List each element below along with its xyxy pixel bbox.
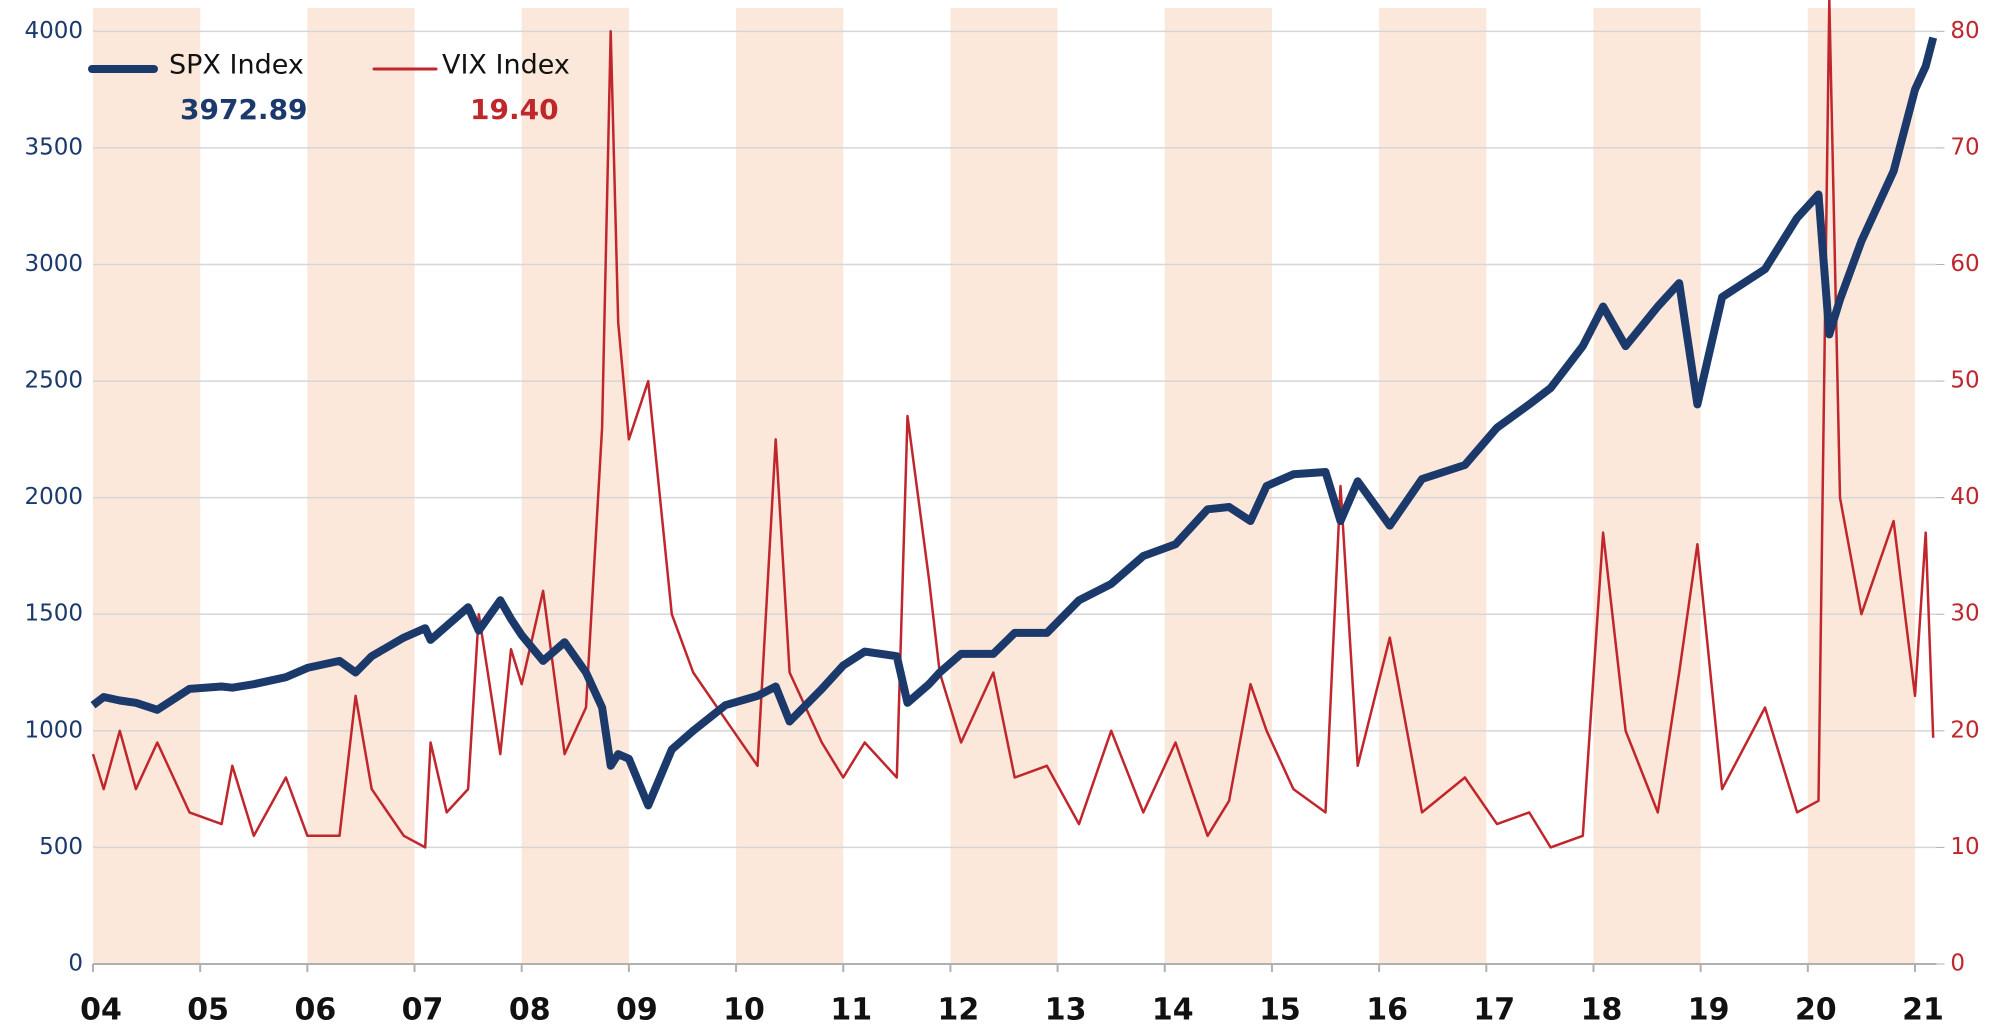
y2-tick-label: 10 xyxy=(1950,834,1979,860)
y-tick-label: 500 xyxy=(39,834,83,860)
x-tick-label: 17 xyxy=(1473,993,1515,1028)
year-shade xyxy=(950,8,1058,964)
x-tick-label: 11 xyxy=(830,993,872,1028)
x-tick-label: 05 xyxy=(187,993,229,1028)
x-tick-label: 07 xyxy=(402,993,444,1028)
series-line xyxy=(90,36,1938,810)
year-shade xyxy=(307,8,415,964)
y2-tick-label: 80 xyxy=(1950,18,1979,44)
x-tick-label: 12 xyxy=(938,993,980,1028)
y-tick-label: 3500 xyxy=(24,134,83,160)
y-tick-label: 3000 xyxy=(24,251,83,277)
y-tick-label: 2500 xyxy=(24,368,83,394)
x-tick-label: 10 xyxy=(723,993,765,1028)
x-tick-label: 04 xyxy=(80,993,122,1028)
y-tick-label: 2000 xyxy=(24,484,83,510)
year-shade xyxy=(1164,8,1272,964)
year-shade xyxy=(736,8,844,964)
x-tick-label: 20 xyxy=(1795,993,1837,1028)
y-tick-label: 1500 xyxy=(24,601,83,627)
year-shade xyxy=(1379,8,1487,964)
x-tick-label: 21 xyxy=(1902,993,1944,1028)
series-line xyxy=(91,0,1935,849)
year-shade xyxy=(1593,8,1701,964)
y2-tick-label: 30 xyxy=(1950,601,1979,627)
x-tick-label: 06 xyxy=(294,993,336,1028)
x-tick-label: 09 xyxy=(616,993,658,1028)
legend-value: 3972.89 xyxy=(180,93,308,126)
legend-value: 19.40 xyxy=(470,93,559,126)
y2-tick-label: 40 xyxy=(1950,484,1979,510)
y2-tick-label: 0 xyxy=(1950,951,1965,977)
legend-label: VIX Index xyxy=(442,50,570,81)
year-shade xyxy=(521,8,629,964)
year-shade xyxy=(93,8,201,964)
x-tick-label: 18 xyxy=(1581,993,1623,1028)
x-tick-label: 19 xyxy=(1688,993,1730,1028)
x-tick-label: 08 xyxy=(509,993,551,1028)
x-tick-label: 16 xyxy=(1366,993,1408,1028)
x-tick-label: 13 xyxy=(1045,993,1087,1028)
legend-label: SPX Index xyxy=(169,50,304,81)
y-tick-label: 0 xyxy=(68,951,83,977)
y2-tick-label: 60 xyxy=(1950,251,1979,277)
y2-tick-label: 20 xyxy=(1950,717,1979,743)
x-tick-label: 15 xyxy=(1259,993,1301,1028)
x-tick-label: 14 xyxy=(1152,993,1194,1028)
y-tick-label: 1000 xyxy=(24,717,83,743)
y2-tick-label: 50 xyxy=(1950,368,1979,394)
y2-tick-label: 70 xyxy=(1950,134,1979,160)
y-tick-label: 4000 xyxy=(24,18,83,44)
